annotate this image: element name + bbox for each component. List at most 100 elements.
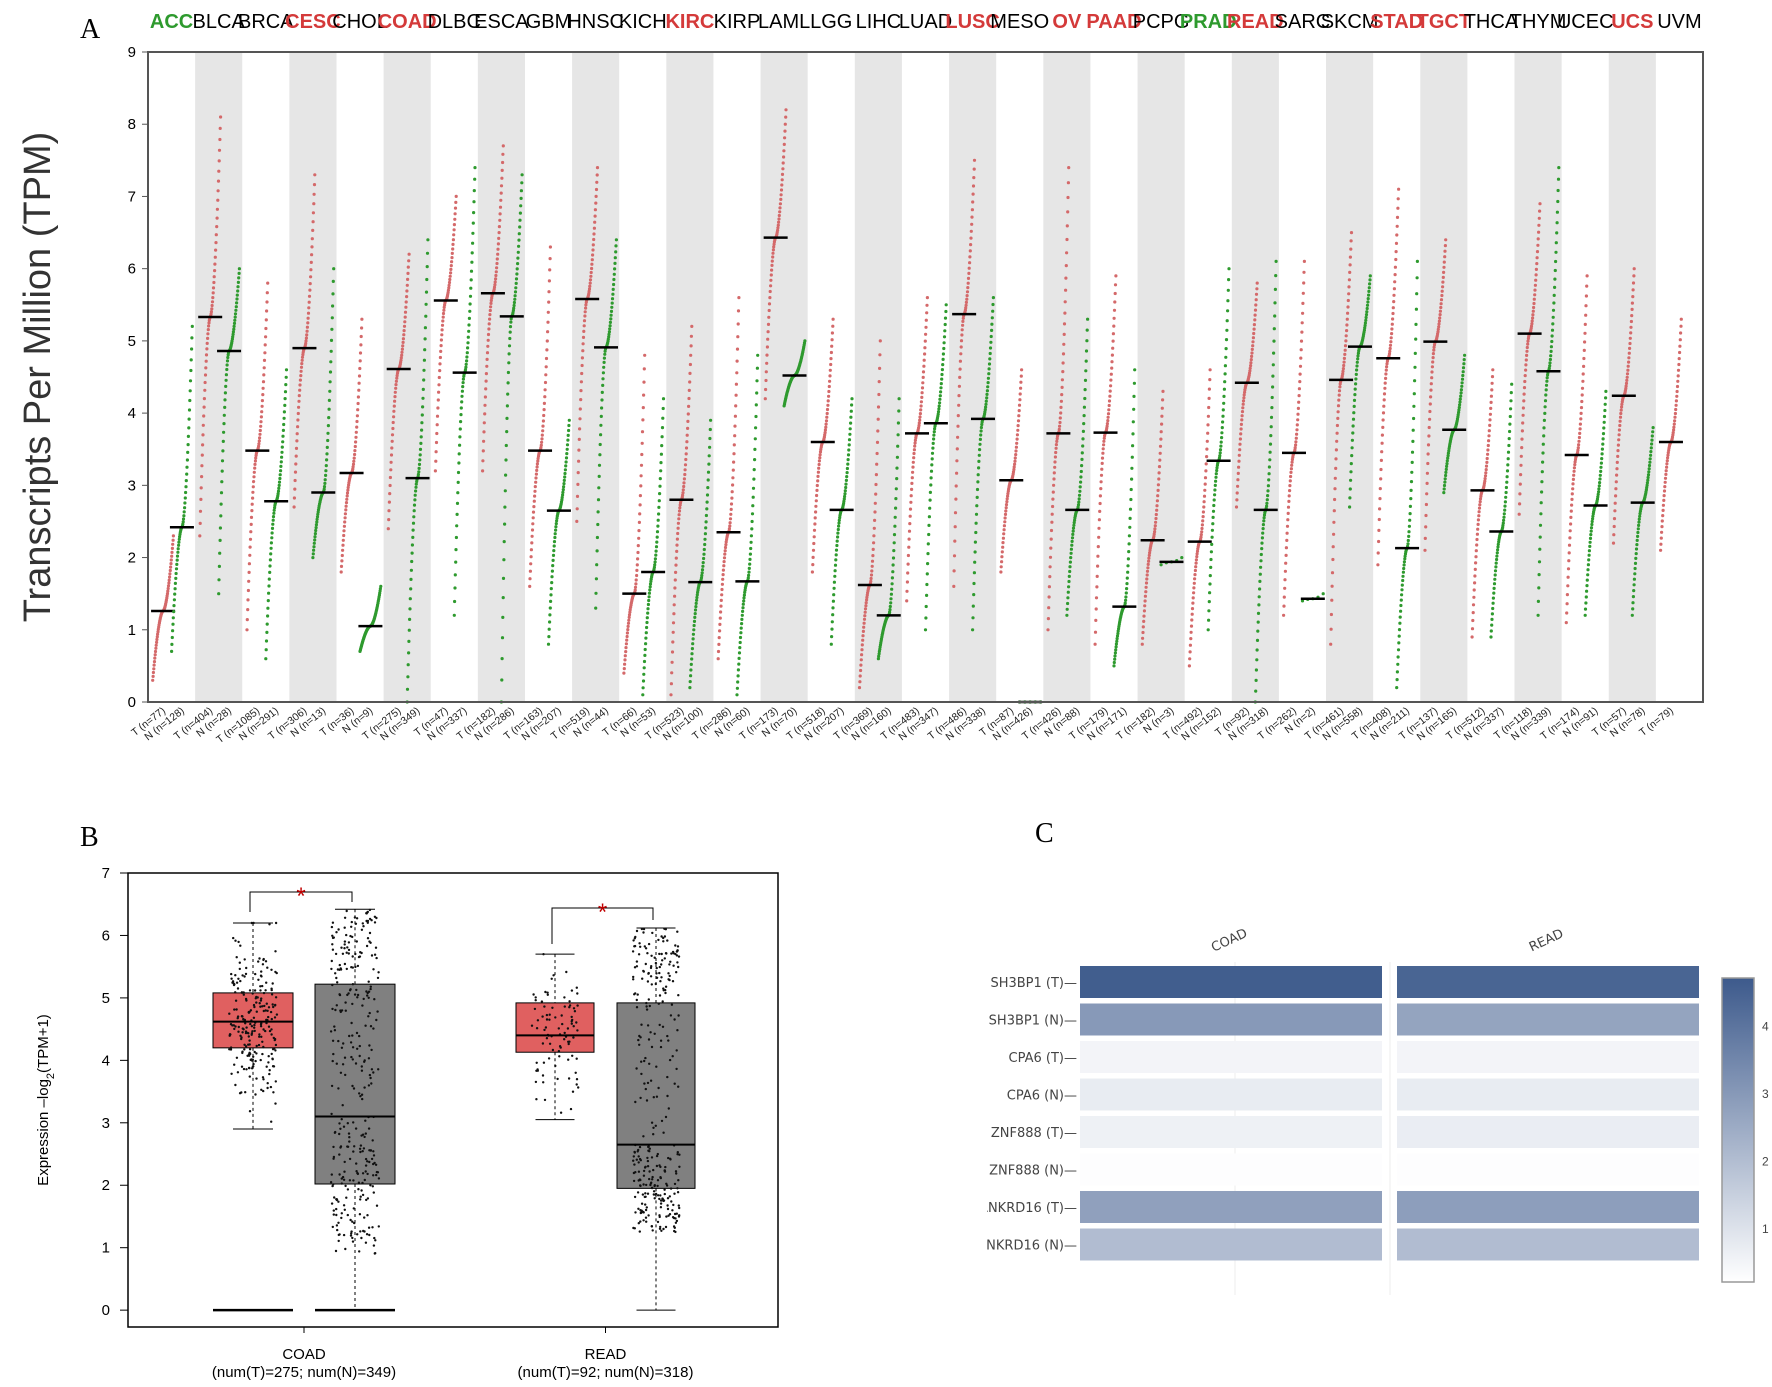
data-point	[1556, 199, 1560, 204]
data-point	[647, 591, 652, 595]
data-point	[434, 440, 439, 445]
data-point	[1059, 405, 1063, 409]
data-point	[257, 442, 261, 446]
data-point	[1206, 628, 1210, 632]
data-point	[941, 357, 945, 361]
data-point	[493, 283, 497, 287]
data-point	[1661, 503, 1665, 507]
data-point	[687, 396, 691, 401]
data-point	[975, 487, 980, 492]
jitter-point	[675, 1049, 678, 1052]
data-point	[221, 449, 225, 453]
data-point	[1289, 474, 1293, 479]
data-point	[990, 322, 994, 326]
jitter-point	[552, 974, 555, 977]
data-point	[826, 399, 830, 403]
data-point	[1109, 372, 1113, 376]
data-point	[1282, 613, 1286, 617]
data-point	[594, 577, 599, 581]
data-point	[1188, 657, 1192, 661]
data-point	[987, 372, 991, 376]
data-point	[1666, 456, 1670, 460]
data-point	[461, 377, 465, 381]
data-point	[1112, 664, 1116, 668]
data-point	[182, 510, 186, 514]
jitter-point	[644, 962, 647, 966]
data-point	[1414, 337, 1418, 341]
jitter-point	[355, 1162, 358, 1165]
data-point	[1257, 595, 1261, 599]
data-point	[1429, 382, 1433, 386]
data-point	[185, 465, 189, 469]
data-point	[1017, 414, 1021, 418]
data-point	[1584, 601, 1588, 605]
data-point	[1061, 361, 1065, 365]
jitter-point	[367, 1015, 370, 1018]
jitter-point	[274, 1102, 277, 1105]
jitter-point	[677, 994, 680, 997]
data-point	[842, 497, 846, 501]
data-point	[409, 587, 413, 591]
data-point	[811, 555, 815, 560]
jitter-point	[632, 939, 635, 942]
jitter-point	[665, 1215, 668, 1218]
jitter-point	[351, 1034, 354, 1037]
data-point	[498, 205, 503, 209]
data-point	[509, 320, 513, 324]
data-point	[1491, 368, 1495, 372]
jitter-point	[248, 1048, 252, 1051]
jitter-point	[264, 1009, 267, 1012]
data-point	[965, 294, 969, 298]
data-point	[324, 464, 328, 468]
jitter-point	[363, 1178, 366, 1182]
data-point	[634, 578, 638, 582]
jitter-point	[359, 1095, 362, 1098]
jitter-point	[642, 969, 645, 973]
jitter-point	[645, 1099, 649, 1102]
jitter-point	[237, 977, 240, 980]
data-point	[1006, 494, 1010, 498]
data-point	[1200, 526, 1204, 531]
column-shade	[1608, 52, 1656, 702]
y-tick-label: 1	[128, 622, 136, 639]
jitter-point	[259, 985, 262, 988]
data-point	[264, 648, 268, 652]
data-point	[1552, 301, 1556, 305]
data-point	[1300, 321, 1304, 325]
jitter-point	[366, 1214, 369, 1217]
data-point	[1349, 247, 1353, 251]
data-point	[1203, 482, 1207, 486]
box	[616, 1002, 696, 1189]
data-point	[418, 453, 422, 457]
jitter-point	[253, 1005, 256, 1009]
jitter-point	[343, 1056, 347, 1059]
data-point	[812, 528, 817, 532]
data-point	[1611, 541, 1616, 545]
data-point	[769, 284, 773, 288]
jitter-point	[261, 1005, 264, 1008]
data-point	[1391, 311, 1395, 316]
jitter-point	[534, 999, 537, 1002]
jitter-point	[259, 1058, 262, 1062]
jitter-point	[259, 1005, 262, 1008]
data-point	[1549, 349, 1553, 353]
jitter-point	[637, 1155, 640, 1158]
jitter-point	[541, 1074, 545, 1077]
data-point	[464, 365, 468, 369]
jitter-point	[235, 1008, 238, 1011]
data-point	[1444, 467, 1448, 471]
jitter-point	[252, 1055, 255, 1059]
data-point	[972, 167, 976, 171]
data-point	[910, 481, 914, 485]
data-point	[1112, 308, 1117, 312]
data-point	[155, 640, 159, 645]
data-point	[844, 482, 848, 486]
data-point	[458, 443, 462, 447]
data-point	[450, 256, 454, 260]
data-point	[970, 222, 974, 226]
data-point	[1156, 488, 1160, 492]
data-point	[831, 599, 836, 603]
jitter-point	[242, 1017, 245, 1021]
data-point	[1494, 561, 1498, 565]
data-point	[1540, 470, 1544, 474]
